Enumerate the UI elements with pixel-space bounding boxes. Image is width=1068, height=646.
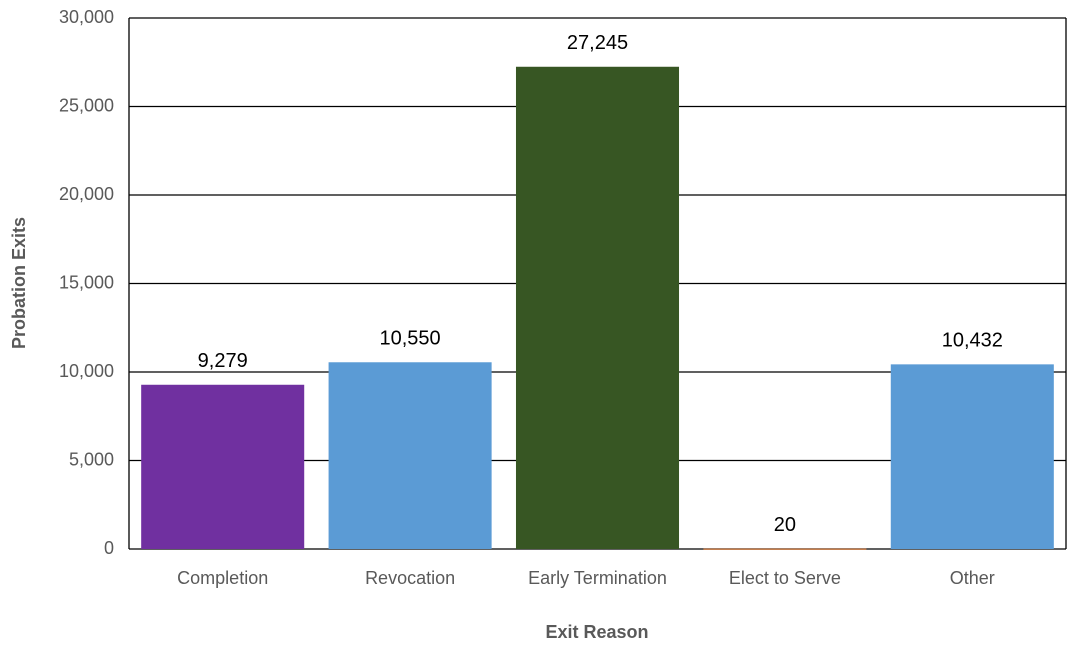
y-tick-label: 10,000 [59,361,114,381]
value-label: 20 [774,514,796,536]
value-label: 10,432 [942,330,1003,352]
x-axis-title: Exit Reason [545,622,648,642]
bar [141,384,305,549]
bar [328,362,492,549]
x-tick-label: Revocation [365,568,455,588]
y-tick-label: 15,000 [59,272,114,292]
value-label: 10,550 [380,328,441,350]
value-label: 9,279 [198,350,248,372]
y-tick-label: 30,000 [59,7,114,27]
x-tick-label: Other [950,568,995,588]
bar [515,66,680,550]
y-tick-label: 5,000 [69,449,114,469]
y-tick-label: 20,000 [59,184,114,204]
x-tick-label: Completion [177,568,268,588]
y-tick-label: 0 [104,538,114,558]
y-axis-title: Probation Exits [9,217,29,349]
value-label: 27,245 [567,32,628,54]
x-tick-label: Early Termination [528,568,667,588]
x-tick-label: Elect to Serve [729,568,841,588]
bar [890,364,1054,549]
y-tick-label: 25,000 [59,95,114,115]
bar [703,548,867,550]
